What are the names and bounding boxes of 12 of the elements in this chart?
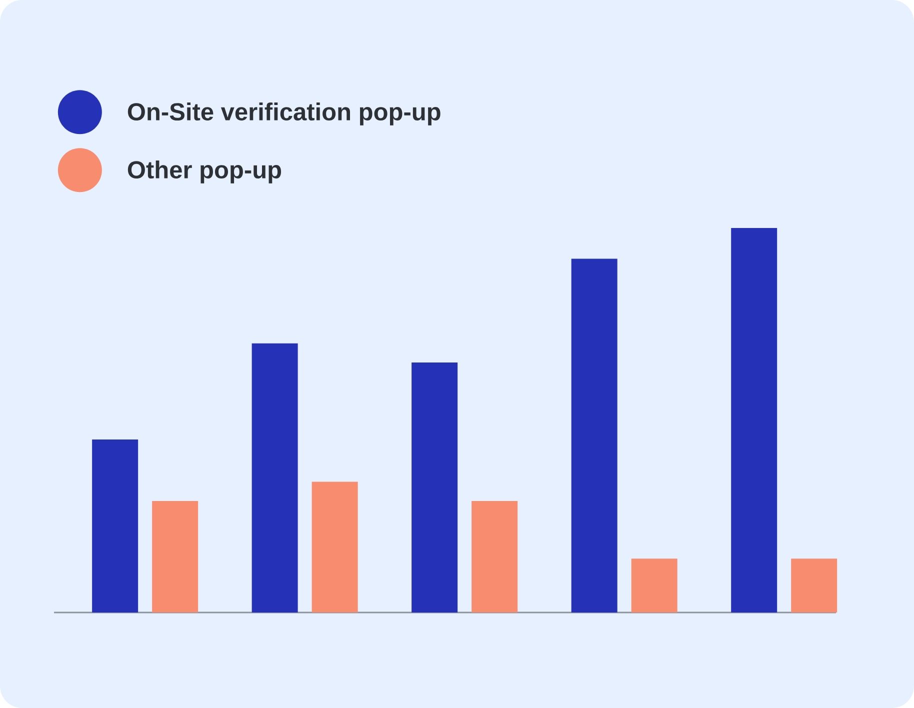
bar <box>312 482 358 612</box>
bar <box>472 500 518 612</box>
bar <box>791 558 838 612</box>
bar <box>152 500 198 612</box>
bar <box>731 228 778 612</box>
bar <box>571 258 618 612</box>
bar <box>92 439 138 612</box>
bar <box>252 343 298 612</box>
legend-label: Other pop-up <box>128 160 282 184</box>
bar <box>412 362 458 612</box>
legend-label: On-Site verification pop-up <box>128 102 440 126</box>
bar <box>631 558 678 612</box>
